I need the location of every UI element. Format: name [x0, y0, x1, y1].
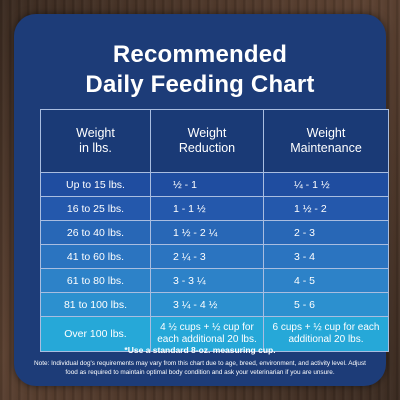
feeding-chart-card: Recommended Daily Feeding Chart Weight i… [14, 14, 389, 386]
table-row: Up to 15 lbs. ½ - 1 ¼ - 1 ½ [40, 172, 389, 197]
cell-reduction: ½ - 1 [150, 172, 264, 197]
chart-title-line-2: Daily Feeding Chart [85, 71, 315, 98]
footnotes: *Use a standard 8-oz. measuring cup. Not… [28, 344, 372, 377]
measuring-cup-note: *Use a standard 8-oz. measuring cup. [124, 345, 276, 355]
cell-reduction: 2 ¼ - 3 [150, 244, 264, 269]
cell-maintenance: 2 - 3 [263, 220, 389, 245]
table-header-row: Weight in lbs. Weight Reduction Weight M… [40, 109, 389, 173]
cell-weight: 16 to 25 lbs. [40, 196, 151, 221]
cell-weight: 61 to 80 lbs. [40, 268, 151, 293]
table-row: 16 to 25 lbs. 1 - 1 ½ 1 ½ - 2 [40, 196, 389, 221]
header-reduction: Weight Reduction [150, 109, 264, 173]
table-row: 41 to 60 lbs. 2 ¼ - 3 3 - 4 [40, 244, 389, 269]
cell-reduction: 3 ¼ - 4 ½ [150, 292, 264, 317]
cell-maintenance: 3 - 4 [263, 244, 389, 269]
chart-title-line-1: Recommended [112, 41, 288, 68]
cell-reduction: 1 - 1 ½ [150, 196, 264, 221]
table-row: 61 to 80 lbs. 3 - 3 ¼ 4 - 5 [40, 268, 389, 293]
cell-maintenance: ¼ - 1 ½ [263, 172, 389, 197]
cell-weight: 41 to 60 lbs. [40, 244, 151, 269]
cell-maintenance: 5 - 6 [263, 292, 389, 317]
requirements-note: Note: Individual dog's requirements may … [34, 360, 366, 376]
cell-maintenance: 1 ½ - 2 [263, 196, 389, 221]
cell-weight: 26 to 40 lbs. [40, 220, 151, 245]
header-maintenance: Weight Maintenance [263, 109, 389, 173]
cell-weight: 81 to 100 lbs. [40, 292, 151, 317]
table-row: 26 to 40 lbs. 1 ½ - 2 ¼ 2 - 3 [40, 220, 389, 245]
cell-weight: Over 100 lbs. [40, 316, 151, 352]
cell-reduction: 1 ½ - 2 ¼ [150, 220, 264, 245]
cell-reduction: 3 - 3 ¼ [150, 268, 264, 293]
cell-maintenance: 6 cups + ½ cup for each additional 20 lb… [263, 316, 389, 352]
cell-maintenance: 4 - 5 [263, 268, 389, 293]
chart-title: Recommended Daily Feeding Chart [14, 40, 386, 100]
header-weight: Weight in lbs. [40, 109, 151, 173]
cell-reduction: 4 ½ cups + ½ cup for each additional 20 … [150, 316, 264, 352]
table-row: 81 to 100 lbs. 3 ¼ - 4 ½ 5 - 6 [40, 292, 389, 317]
feeding-table: Weight in lbs. Weight Reduction Weight M… [40, 109, 389, 352]
table-row: Over 100 lbs. 4 ½ cups + ½ cup for each … [40, 316, 389, 352]
cell-weight: Up to 15 lbs. [40, 172, 151, 197]
